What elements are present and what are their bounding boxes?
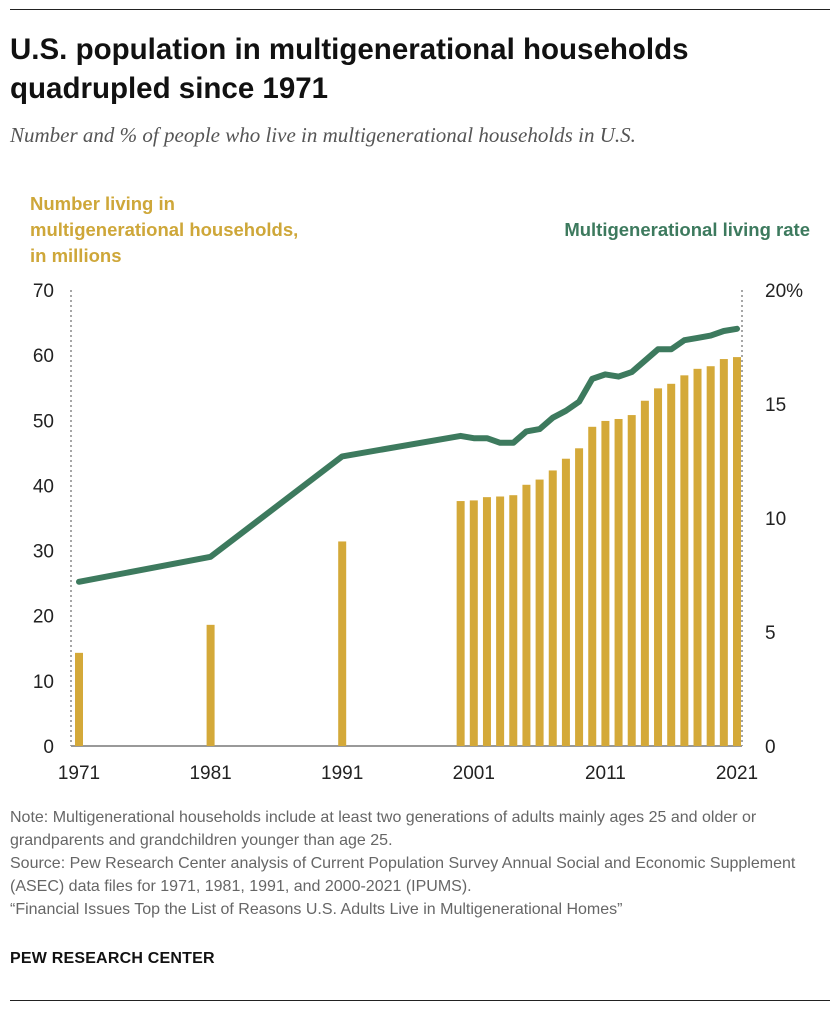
bar-2012 <box>614 418 623 746</box>
footer-notes: Note: Multigenerational households inclu… <box>10 806 820 921</box>
left-tick-label: 10 <box>33 672 54 693</box>
bar-2014 <box>640 400 649 746</box>
bar-2011 <box>601 420 610 746</box>
x-tick-label: 1991 <box>321 763 363 784</box>
bar-2002 <box>482 497 491 746</box>
right-tick-label: 10 <box>765 509 786 530</box>
bar-2004 <box>509 495 518 746</box>
bar-2000 <box>456 501 465 746</box>
bar-2009 <box>575 448 584 746</box>
left-tick-label: 70 <box>33 281 54 302</box>
bar-2021 <box>733 357 741 746</box>
left-tick-label: 50 <box>33 411 54 432</box>
x-tick-label: 2011 <box>585 763 626 784</box>
right-tick-label: 0 <box>765 737 776 758</box>
left-tick-label: 60 <box>33 346 54 367</box>
x-tick-label: 1971 <box>58 763 100 784</box>
bar-2007 <box>548 470 557 746</box>
bar-2015 <box>654 388 663 746</box>
bar-1981 <box>206 624 215 746</box>
left-tick-label: 0 <box>43 737 54 758</box>
top-rule <box>10 9 830 10</box>
x-tick-label: 2021 <box>716 763 758 784</box>
left-axis-title: Number living in multigenerational house… <box>30 193 299 266</box>
left-tick-label: 20 <box>33 607 54 628</box>
bar-2010 <box>588 426 597 746</box>
right-tick-label: 15 <box>765 395 786 416</box>
left-tick-label: 40 <box>33 476 54 497</box>
chart-subtitle: Number and % of people who live in multi… <box>10 123 636 147</box>
bar-2018 <box>693 368 702 746</box>
x-tick-label: 2001 <box>453 763 495 784</box>
bar-series <box>75 357 741 746</box>
bar-2019 <box>706 366 715 746</box>
rate-line <box>76 325 740 585</box>
bar-2005 <box>522 484 531 746</box>
bar-1991 <box>338 541 347 746</box>
right-axis-title: Multigenerational living rate <box>564 219 810 240</box>
bar-2008 <box>561 458 570 746</box>
bar-2001 <box>469 500 478 746</box>
x-tick-label: 1981 <box>189 763 231 784</box>
bar-2016 <box>667 383 676 746</box>
right-tick-label: 5 <box>765 623 776 644</box>
footer-report: “Financial Issues Top the List of Reason… <box>10 901 623 918</box>
left-tick-label: 30 <box>33 542 54 563</box>
bar-2003 <box>496 496 505 746</box>
bottom-rule <box>10 1000 830 1001</box>
bar-2020 <box>719 359 728 746</box>
chart-title: U.S. population in multigenerational hou… <box>10 33 689 105</box>
footer-note: Note: Multigenerational households inclu… <box>10 809 757 849</box>
bar-2013 <box>627 415 636 746</box>
bar-2017 <box>680 375 689 746</box>
bar-1971 <box>75 652 83 746</box>
brand-label: PEW RESEARCH CENTER <box>10 950 215 967</box>
footer-source: Source: Pew Research Center analysis of … <box>10 855 796 895</box>
bar-2006 <box>535 479 544 746</box>
right-tick-label: 20% <box>765 281 803 302</box>
line-series <box>76 325 740 585</box>
